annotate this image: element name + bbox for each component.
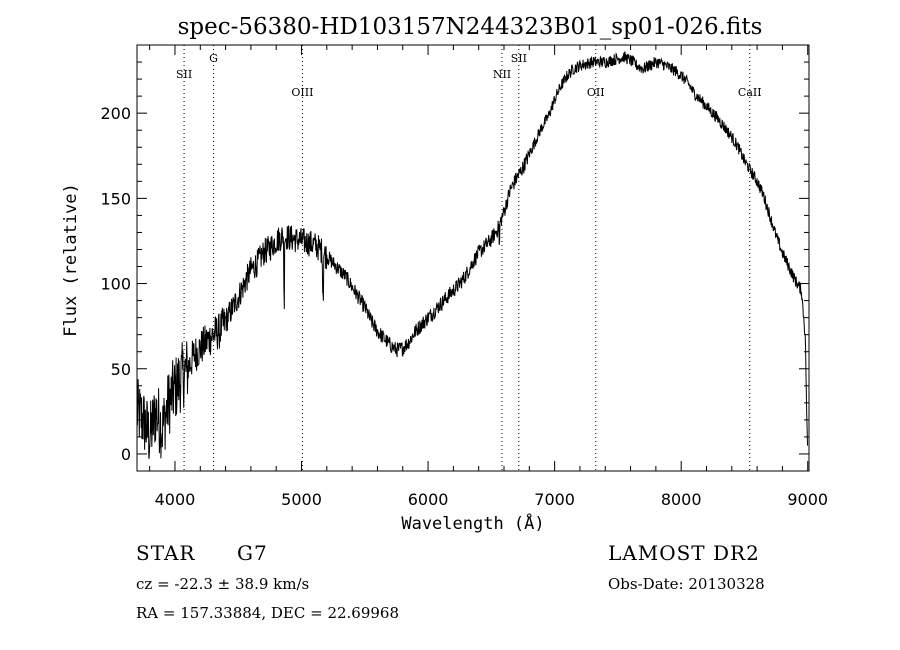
x-tick-label: 6000 (408, 490, 449, 509)
x-axis-label: Wavelength (Å) (401, 512, 544, 534)
line-label: OII (587, 86, 605, 99)
line-label: SII (511, 52, 527, 65)
y-tick-label: 50 (111, 360, 131, 379)
line-label: OIII (291, 86, 313, 99)
spectrum-line (136, 51, 808, 459)
x-tick-label: 9000 (787, 490, 828, 509)
redshift-cz: cz = -22.3 ± 38.9 km/s (136, 575, 310, 593)
y-tick-label: 200 (100, 104, 131, 123)
observation-date: Obs-Date: 20130328 (608, 575, 765, 593)
x-tick-label: 5000 (281, 490, 322, 509)
y-tick-label: 100 (100, 275, 131, 294)
y-axis-label: Flux (relative) (61, 183, 81, 337)
survey-name: LAMOST DR2 (608, 541, 760, 565)
coordinates: RA = 157.33884, DEC = 22.69968 (136, 604, 400, 622)
line-label: CaII (738, 86, 762, 99)
chart-title: spec-56380-HD103157N244323B01_sp01-026.f… (178, 14, 763, 40)
axis-ticks: 4000 5000 6000 7000 8000 9000 0 50 100 150 200 (100, 44, 828, 509)
x-tick-label: 4000 (155, 490, 196, 509)
object-class: STAR (136, 541, 196, 565)
x-tick-label: 7000 (534, 490, 575, 509)
spectrum-series (136, 51, 808, 459)
plot-frame (136, 44, 810, 472)
spectral-subclass: G7 (237, 541, 268, 565)
line-label: G (209, 52, 218, 65)
line-label: NII (493, 68, 511, 81)
line-label: SII (176, 68, 192, 81)
y-tick-label: 150 (100, 189, 131, 208)
y-tick-label: 0 (121, 445, 131, 464)
x-tick-label: 8000 (661, 490, 702, 509)
